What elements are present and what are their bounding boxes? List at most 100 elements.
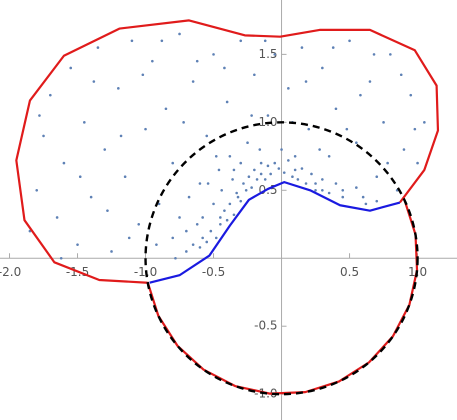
point — [217, 168, 221, 172]
x-tick-label: 0.5 — [340, 265, 359, 279]
point — [250, 186, 253, 189]
point — [78, 175, 82, 178]
point — [69, 66, 73, 70]
point — [182, 121, 185, 124]
point — [195, 59, 199, 63]
point — [399, 73, 403, 77]
point — [247, 175, 251, 178]
point — [266, 114, 270, 117]
point — [219, 216, 222, 219]
point — [310, 172, 313, 176]
point — [244, 188, 248, 192]
point — [334, 107, 338, 111]
point — [151, 59, 154, 63]
point — [307, 127, 311, 131]
point — [191, 243, 195, 246]
point — [171, 161, 175, 165]
point — [255, 178, 259, 181]
point — [293, 155, 297, 158]
point — [174, 256, 177, 260]
point — [141, 73, 145, 77]
point — [225, 100, 229, 104]
point — [273, 161, 277, 165]
point — [259, 172, 263, 176]
point — [250, 114, 253, 117]
point — [277, 167, 281, 170]
point — [318, 148, 321, 151]
point — [219, 222, 222, 226]
point — [209, 229, 213, 233]
point — [191, 80, 195, 83]
point — [269, 172, 272, 176]
point — [206, 182, 210, 185]
point — [389, 53, 392, 56]
point — [321, 178, 324, 181]
point — [300, 167, 304, 170]
point — [185, 250, 188, 253]
point — [314, 182, 317, 185]
point — [258, 148, 262, 151]
point — [89, 195, 93, 199]
point — [92, 80, 96, 83]
point — [155, 243, 158, 246]
point — [239, 39, 243, 43]
point — [178, 32, 181, 36]
point — [228, 202, 232, 206]
point — [423, 121, 426, 124]
point — [355, 141, 358, 145]
point — [331, 46, 335, 49]
point — [266, 164, 270, 168]
point — [304, 80, 308, 83]
point — [348, 39, 351, 43]
point — [185, 229, 188, 233]
point — [195, 222, 199, 226]
point — [62, 161, 66, 165]
point — [171, 236, 175, 240]
point — [83, 121, 86, 124]
point — [201, 236, 204, 240]
point — [144, 127, 147, 131]
point — [402, 148, 406, 151]
point — [212, 53, 215, 56]
point — [236, 195, 240, 199]
point — [76, 243, 79, 246]
point — [110, 250, 113, 253]
point — [228, 155, 232, 158]
point — [35, 188, 39, 192]
point — [386, 161, 389, 165]
point — [296, 178, 300, 181]
point — [364, 202, 368, 206]
point — [220, 188, 223, 192]
point — [232, 213, 236, 217]
point — [198, 182, 202, 185]
point — [42, 134, 45, 138]
point — [242, 182, 245, 185]
point — [341, 188, 345, 192]
point — [314, 188, 317, 192]
point — [280, 148, 283, 151]
point — [106, 209, 109, 212]
point — [300, 46, 304, 49]
point — [355, 186, 358, 189]
point — [341, 195, 345, 199]
y-tick-label: 1.5 — [258, 47, 277, 61]
point — [372, 53, 376, 56]
point — [416, 161, 419, 165]
point — [55, 216, 59, 219]
point — [327, 191, 331, 195]
point — [205, 240, 209, 244]
point — [232, 168, 236, 172]
point — [103, 148, 107, 151]
point — [38, 114, 41, 117]
point — [253, 73, 256, 77]
point — [123, 175, 127, 178]
y-tick-label: -0.5 — [254, 319, 277, 333]
point — [291, 175, 294, 178]
point — [130, 39, 134, 43]
point — [253, 168, 256, 172]
point — [321, 188, 324, 192]
point — [359, 93, 362, 97]
point — [178, 216, 181, 219]
point — [273, 53, 277, 56]
point — [201, 216, 204, 219]
